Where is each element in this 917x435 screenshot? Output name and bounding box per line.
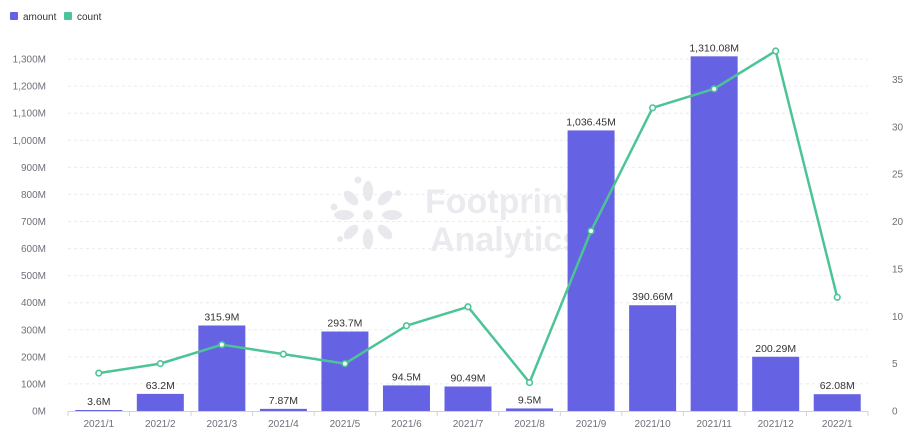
bar-data-label: 1,036.45M	[566, 116, 616, 128]
x-axis: 2021/1 2021/2 2021/3 2021/4 2021/5 2021/6 2021…	[67, 411, 869, 430]
count-point-2021/12[interactable]	[772, 47, 780, 55]
legend-swatch-amount	[10, 12, 18, 20]
legend-label-count: count	[77, 12, 102, 23]
legend-item-amount[interactable]: amount	[10, 12, 57, 23]
y-left-tick-label: 100M	[21, 379, 46, 390]
legend-label-amount: amount	[23, 12, 57, 23]
y-left-tick-label: 700M	[21, 217, 46, 228]
x-tick-label: 2021/3	[207, 419, 238, 430]
amount-labels: 3.6M 63.2M 315.9M 7.87M 293.7M 94.5M 90.49M 9.5…	[87, 42, 855, 408]
y-right-tick-label: 25	[892, 170, 904, 181]
y-right-tick-label: 35	[892, 75, 904, 86]
bar-data-label: 293.7M	[327, 317, 362, 329]
legend-swatch-count	[64, 12, 72, 20]
count-point-2021/1[interactable]	[95, 369, 103, 377]
bar-data-label: 200.29M	[755, 343, 796, 355]
bar-2021/8[interactable]	[506, 408, 554, 411]
bar-data-label: 3.6M	[87, 396, 110, 408]
bar-2021/1[interactable]	[75, 410, 123, 411]
y-left-tick-label: 1,300M	[13, 55, 46, 66]
bar-data-label: 315.9M	[204, 311, 239, 323]
bar-data-label: 63.2M	[146, 380, 175, 392]
count-point-2021/3[interactable]	[218, 341, 226, 349]
x-tick-label: 2021/7	[453, 419, 484, 430]
count-point-2022/1[interactable]	[833, 293, 841, 301]
bar-2021/10[interactable]	[629, 305, 677, 411]
bar-data-label: 90.49M	[450, 373, 485, 385]
y-right-tick-label: 10	[892, 312, 904, 323]
bar-2021/12[interactable]	[752, 356, 800, 411]
y-left-tick-label: 300M	[21, 325, 46, 336]
count-series	[95, 47, 841, 387]
x-tick-label: 2021/10	[635, 419, 672, 430]
x-tick-label: 2022/1	[822, 419, 853, 430]
x-tick-label: 2021/5	[330, 419, 361, 430]
count-point-2021/9[interactable]	[587, 227, 595, 235]
bar-data-label: 1,310.08M	[689, 42, 739, 54]
bar-2021/5[interactable]	[321, 331, 369, 411]
y-left-tick-label: 200M	[21, 352, 46, 363]
y-left-tick-label: 900M	[21, 163, 46, 174]
bar-2021/4[interactable]	[259, 408, 307, 411]
legend: amount count	[10, 12, 102, 23]
bar-data-label: 390.66M	[632, 291, 673, 303]
watermark-line2: Analytics	[430, 221, 581, 259]
count-point-2021/5[interactable]	[341, 360, 349, 368]
bar-2021/3[interactable]	[198, 325, 246, 411]
y-left-tick-label: 1,200M	[13, 82, 46, 93]
legend-item-count[interactable]: count	[64, 12, 102, 23]
bar-data-label: 7.87M	[269, 395, 298, 407]
right-axis: 0 5 10 15 20 25 30 35	[892, 75, 904, 418]
x-tick-label: 2021/4	[268, 419, 299, 430]
count-point-2021/2[interactable]	[156, 360, 164, 368]
watermark-line1: Footprint	[425, 183, 574, 221]
x-tick-label: 2021/8	[514, 419, 545, 430]
x-tick-label: 2021/1	[83, 419, 114, 430]
x-tick-label: 2021/11	[696, 419, 732, 430]
left-axis: 0M 100M 200M 300M 400M 500M 600M 700M 800M 900M 1,…	[13, 55, 46, 418]
y-right-tick-label: 15	[892, 264, 904, 275]
y-left-tick-label: 600M	[21, 244, 46, 255]
bar-data-label: 9.5M	[518, 394, 541, 406]
count-point-2021/8[interactable]	[525, 378, 534, 387]
count-point-2021/4[interactable]	[279, 350, 287, 358]
y-right-tick-label: 0	[892, 407, 898, 418]
bar-2021/7[interactable]	[444, 386, 492, 411]
bar-2022/1[interactable]	[813, 394, 861, 411]
y-left-tick-label: 400M	[21, 298, 46, 309]
bar-data-label: 62.08M	[820, 380, 855, 392]
watermark-logo-icon	[330, 176, 402, 249]
x-tick-label: 2021/12	[758, 419, 795, 430]
y-right-tick-label: 30	[892, 122, 904, 133]
bar-2021/11[interactable]	[690, 56, 738, 412]
count-point-2021/6[interactable]	[402, 322, 411, 330]
y-left-tick-label: 500M	[21, 271, 46, 282]
y-left-tick-label: 1,100M	[13, 109, 46, 120]
x-tick-label: 2021/9	[576, 419, 607, 430]
bar-2021/2[interactable]	[136, 393, 184, 411]
x-tick-label: 2021/2	[145, 419, 176, 430]
count-point-2021/7[interactable]	[464, 303, 472, 311]
bar-2021/6[interactable]	[382, 385, 430, 411]
bar-data-label: 94.5M	[392, 371, 421, 383]
count-point-2021/10[interactable]	[649, 104, 657, 112]
count-point-2021/11[interactable]	[710, 85, 718, 93]
y-left-tick-label: 1,000M	[13, 136, 46, 147]
watermark: Footprint Analytics	[330, 176, 581, 259]
y-right-tick-label: 5	[892, 359, 898, 370]
y-right-tick-label: 20	[892, 217, 904, 228]
x-tick-label: 2021/6	[391, 419, 422, 430]
y-left-tick-label: 0M	[32, 407, 46, 418]
y-left-tick-label: 800M	[21, 190, 46, 201]
